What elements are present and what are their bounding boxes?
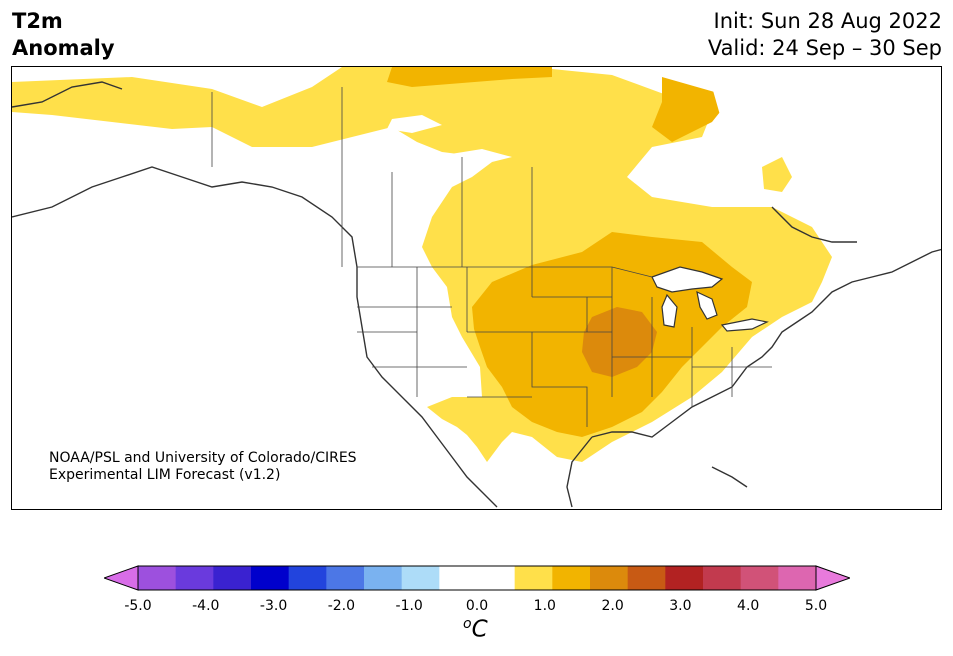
colorbar-extend-high [815, 565, 850, 591]
colorbar-bin [703, 566, 742, 590]
colorbar-bin [778, 566, 817, 590]
colorbar-extend-low [104, 565, 139, 591]
anomaly-gap-hudson [387, 115, 512, 167]
colorbar-tick-label: -2.0 [327, 598, 356, 614]
colorbar-bin [175, 566, 214, 590]
colorbar-tick-label: 1.0 [533, 598, 556, 614]
colorbar-tick-label: 3.0 [669, 598, 692, 614]
colorbar-ticks: -5.0 -4.0 -3.0 -2.0 -1.0 0.0 1.0 2.0 3.0 4.0 5.0 [0, 598, 953, 618]
anomaly-gap-greenland-edge [762, 157, 792, 192]
colorbar-bin [401, 566, 440, 590]
colorbar-bin [590, 566, 629, 590]
map-title-line1: T2m [12, 9, 63, 33]
units-degree-symbol: o [463, 616, 472, 632]
colorbar-bin [740, 566, 779, 590]
colorbar-tick-label: 0.0 [465, 598, 489, 614]
map-title-line2: Anomaly [12, 36, 115, 60]
colorbar-bin [665, 566, 704, 590]
valid-range: Valid: 24 Sep – 30 Sep [707, 36, 942, 60]
great-lakes [651, 266, 769, 332]
colorbar-units: oC [463, 616, 488, 643]
credit-line2: Experimental LIM Forecast (v1.2) [49, 467, 281, 483]
init-date: Init: Sun 28 Aug 2022 [713, 9, 942, 33]
colorbar-bin [477, 566, 516, 590]
colorbar [104, 565, 850, 591]
colorbar-bin [138, 566, 177, 590]
colorbar-tick-label: -1.0 [395, 598, 423, 614]
colorbar-bin [552, 566, 591, 590]
anomaly-map [11, 66, 942, 510]
colorbar-bin [627, 566, 666, 590]
colorbar-bin [251, 566, 290, 590]
colorbar-tick-label: -3.0 [259, 598, 288, 614]
colorbar-bin [326, 566, 365, 590]
colorbar-tick-label: 4.0 [737, 598, 760, 614]
anomaly-region-strong [582, 307, 657, 377]
colorbar-tick-label: 5.0 [804, 598, 828, 614]
colorbar-bin [364, 566, 403, 590]
political-borders [211, 87, 772, 427]
colorbar-bin [288, 566, 327, 590]
anomaly-region-medium [12, 67, 752, 437]
forecast-dates: Init: Sun 28 Aug 2022 Valid: 24 Sep – 30… [708, 8, 942, 62]
colorbar-tick-label: 2.0 [601, 598, 624, 614]
colorbar-bin [213, 566, 252, 590]
coastline [12, 81, 941, 508]
map-canvas [12, 67, 941, 508]
anomaly-gap-east-canada [702, 77, 922, 217]
data-credit: NOAA/PSL and University of Colorado/CIRE… [49, 450, 357, 484]
colorbar-tick-label: -4.0 [192, 598, 220, 614]
colorbar-bin [514, 566, 553, 590]
colorbar-tick-label: -5.0 [124, 598, 152, 614]
map-title: T2m Anomaly [12, 8, 115, 62]
colorbar-frame [137, 565, 817, 591]
colorbar-bin [439, 566, 478, 590]
credit-line1: NOAA/PSL and University of Colorado/CIRE… [49, 450, 357, 466]
units-letter: C [471, 616, 488, 643]
